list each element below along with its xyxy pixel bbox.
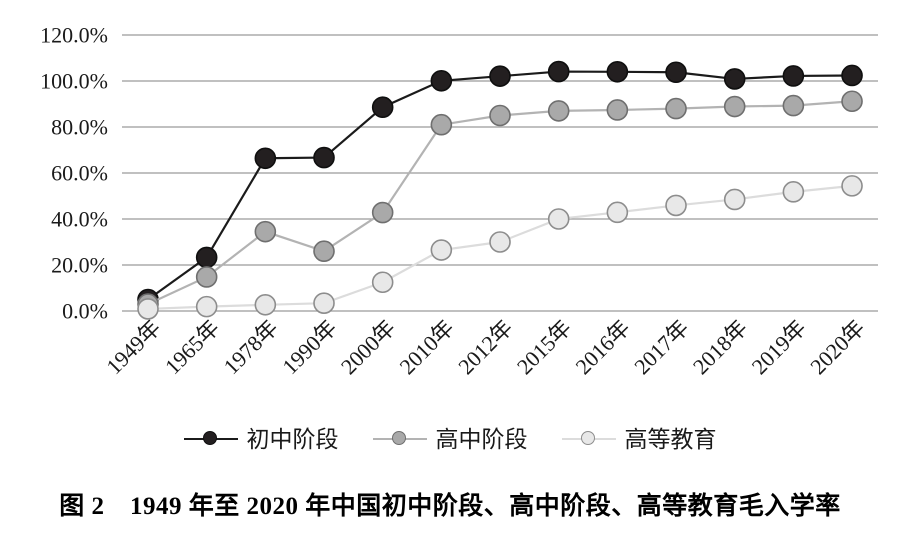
data-point bbox=[841, 90, 863, 113]
figure-caption: 图 2 1949 年至 2020 年中国初中阶段、高中阶段、高等教育毛入学率 bbox=[59, 493, 841, 520]
data-point bbox=[841, 175, 863, 197]
x-tick-label: 2010年 bbox=[395, 315, 459, 379]
data-point bbox=[313, 240, 335, 262]
chart-legend: 初中阶段 高中阶段 高等教育 bbox=[0, 422, 900, 456]
data-point bbox=[313, 292, 335, 314]
x-tick-label: 1949年 bbox=[101, 315, 165, 379]
data-point bbox=[547, 100, 570, 122]
data-point bbox=[782, 65, 805, 87]
data-point bbox=[841, 64, 863, 87]
data-point bbox=[430, 69, 453, 92]
data-point bbox=[547, 60, 570, 83]
data-point bbox=[723, 95, 746, 118]
enrollment-line-chart: 0.0% 20.0% 40.0% 60.0% 80.0% 100.0% 120.0% 1949… bbox=[40, 23, 878, 379]
data-point bbox=[371, 271, 394, 294]
x-tick-label: 1965年 bbox=[160, 315, 224, 379]
data-point bbox=[313, 146, 335, 169]
y-tick-label: 80.0% bbox=[51, 115, 108, 140]
data-point bbox=[606, 61, 629, 83]
data-point bbox=[606, 201, 629, 224]
data-point bbox=[371, 201, 394, 224]
legend-item-senior-secondary: 高中阶段 bbox=[372, 426, 528, 452]
x-tick-label: 1990年 bbox=[277, 315, 341, 379]
data-point bbox=[254, 147, 277, 170]
y-tick-label: 20.0% bbox=[51, 253, 108, 278]
data-point bbox=[489, 65, 511, 87]
data-point bbox=[547, 208, 570, 230]
legend-label-junior-secondary: 初中阶段 bbox=[246, 426, 339, 452]
data-point bbox=[195, 246, 218, 269]
data-point bbox=[665, 97, 687, 120]
senior-secondary-marker-icon bbox=[372, 431, 427, 447]
data-point bbox=[371, 96, 394, 119]
x-tick-label: 2018年 bbox=[688, 315, 752, 379]
x-tick-label: 2012年 bbox=[453, 315, 517, 379]
x-tick-label: 2019年 bbox=[747, 315, 811, 379]
data-point bbox=[254, 293, 277, 316]
y-tick-label: 120.0% bbox=[40, 23, 108, 48]
series-line-1 bbox=[147, 100, 853, 306]
y-tick-label: 0.0% bbox=[62, 299, 108, 324]
legend-item-higher-education: 高等教育 bbox=[561, 426, 717, 452]
x-tick-label: 2017年 bbox=[629, 315, 693, 379]
higher-education-marker-icon bbox=[561, 431, 616, 447]
x-tick-label: 2020年 bbox=[805, 315, 869, 379]
legend-label-senior-secondary: 高中阶段 bbox=[435, 426, 528, 452]
legend-label-higher-education: 高等教育 bbox=[624, 426, 717, 452]
data-point bbox=[430, 113, 453, 136]
data-point bbox=[723, 188, 746, 211]
data-point bbox=[137, 298, 159, 320]
data-point bbox=[782, 94, 805, 117]
junior-secondary-marker-icon bbox=[183, 431, 238, 447]
data-point bbox=[782, 181, 805, 203]
x-tick-label: 2016年 bbox=[571, 315, 635, 379]
x-tick-label: 1978年 bbox=[219, 315, 283, 379]
data-point bbox=[489, 104, 511, 127]
data-point bbox=[489, 231, 511, 253]
y-tick-label: 40.0% bbox=[51, 207, 108, 232]
data-point bbox=[606, 99, 629, 121]
data-point bbox=[430, 239, 453, 261]
data-point bbox=[665, 61, 687, 84]
x-tick-label: 2015年 bbox=[512, 315, 576, 379]
y-tick-label: 100.0% bbox=[40, 69, 108, 94]
data-point bbox=[254, 220, 277, 243]
data-point bbox=[723, 68, 746, 90]
data-point bbox=[195, 295, 218, 318]
data-point bbox=[195, 266, 218, 288]
x-tick-label: 2000年 bbox=[336, 315, 400, 379]
legend-item-junior-secondary: 初中阶段 bbox=[183, 426, 339, 452]
data-point bbox=[665, 194, 687, 217]
y-tick-label: 60.0% bbox=[51, 161, 108, 186]
